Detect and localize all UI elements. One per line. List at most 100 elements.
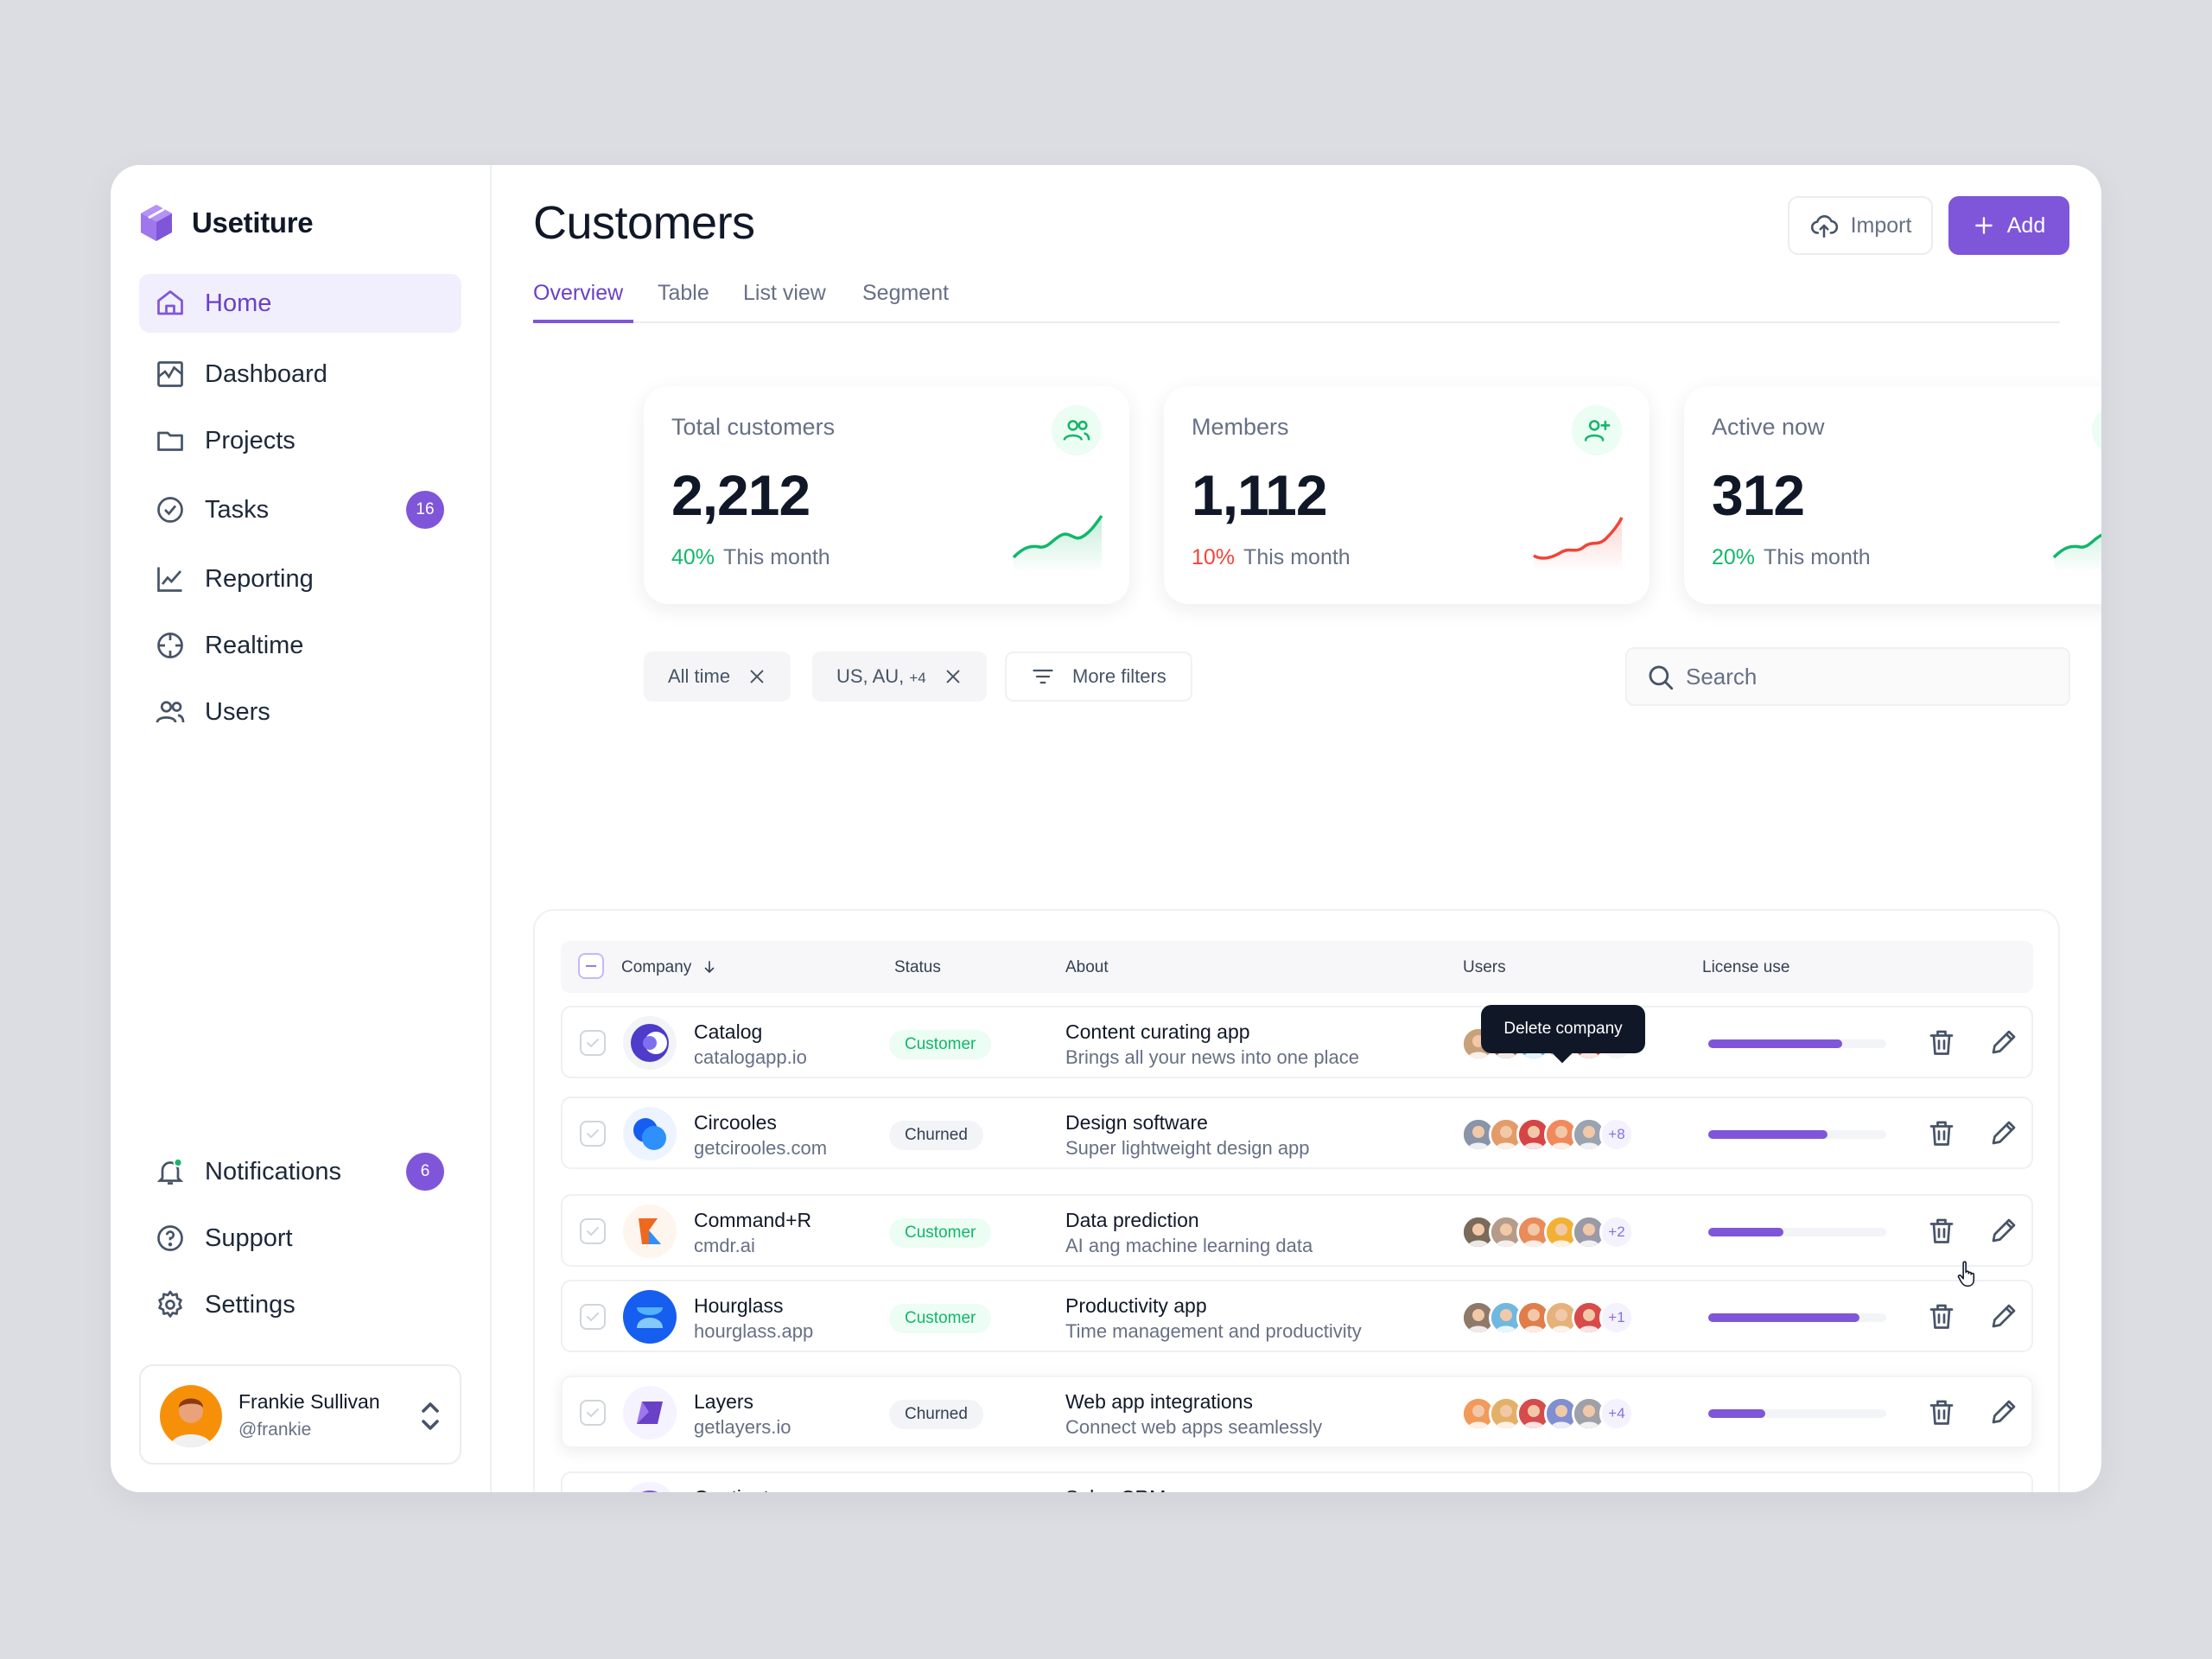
row-checkbox[interactable] [580, 1218, 606, 1244]
nav-item-dashboard[interactable]: Dashboard [139, 345, 461, 404]
company-logo [623, 1205, 677, 1258]
about-title: Web app integrations [1065, 1390, 1253, 1413]
stat-card-total-customers: Total customers 2,212 40% This month [644, 386, 1129, 604]
about-subtitle: AI ang machine learning data [1065, 1235, 1313, 1256]
nav-item-reporting[interactable]: Reporting [139, 550, 461, 608]
company-logo [623, 1016, 677, 1070]
crosshair-icon [157, 632, 183, 658]
user-avatar-group[interactable]: +8 [1461, 1117, 1634, 1152]
license-use-bar [1708, 1228, 1886, 1236]
more-filters-label: More filters [1072, 665, 1166, 687]
brand[interactable]: Usetiture [138, 203, 314, 243]
pencil-icon[interactable] [1988, 1396, 2019, 1427]
table-row[interactable]: Layers getlayers.io Churned Web app inte… [561, 1376, 2033, 1448]
table-row[interactable]: Command+R cmdr.ai Customer Data predicti… [561, 1194, 2033, 1267]
table-row[interactable]: Catalog catalogapp.io Customer Content c… [561, 1006, 2033, 1078]
row-checkbox[interactable] [580, 1030, 606, 1056]
user-avatar [1544, 1300, 1579, 1335]
nav-item-projects[interactable]: Projects [139, 411, 461, 470]
chip-label-more: +4 [909, 670, 926, 686]
table-row[interactable]: Hourglass hourglass.app Customer Product… [561, 1280, 2033, 1352]
gear-icon [158, 1290, 182, 1318]
row-checkbox[interactable] [580, 1121, 606, 1147]
stat-change-percent: 40% [671, 545, 715, 569]
pencil-icon[interactable] [1988, 1117, 2019, 1148]
column-header-company[interactable]: Company [621, 958, 717, 977]
trash-icon[interactable] [1926, 1215, 1957, 1246]
row-checkbox[interactable] [580, 1400, 606, 1426]
select-all-checkbox[interactable] [578, 953, 604, 979]
tab-table[interactable]: Table [658, 281, 709, 305]
nav-label: Support [205, 1224, 293, 1252]
license-use-bar [1708, 1409, 1886, 1418]
nav-label: Dashboard [205, 359, 327, 388]
about-title: Content curating app [1065, 1020, 1250, 1043]
pencil-icon[interactable] [1988, 1215, 2019, 1246]
filter-chip-time[interactable]: All time [644, 652, 791, 702]
user-avatar-group[interactable]: +2 [1461, 1215, 1634, 1249]
pencil-icon[interactable] [1988, 1300, 2019, 1332]
trend-up-sparkline [2052, 533, 2101, 573]
nav-item-settings[interactable]: Settings [139, 1275, 461, 1334]
stat-change-percent: 20% [1712, 545, 1756, 569]
trash-icon[interactable] [1926, 1117, 1957, 1148]
trash-icon[interactable] [1926, 1027, 1957, 1058]
tab-segment[interactable]: Segment [862, 281, 950, 305]
monitor-icon [2092, 405, 2101, 455]
user-avatar [1516, 1117, 1551, 1152]
tab-list-view[interactable]: List view [743, 281, 826, 305]
chart-icon [157, 567, 182, 592]
company-name: Layers [694, 1390, 754, 1413]
company-name: Command+R [694, 1209, 812, 1231]
nav-item-support[interactable]: Support [139, 1209, 461, 1268]
user-avatar-group[interactable]: +4 [1461, 1396, 1634, 1431]
about-subtitle: Super lightweight design app [1065, 1137, 1310, 1159]
tasks-count-badge: 16 [406, 491, 444, 529]
user-avatar [1572, 1396, 1606, 1431]
column-header-users[interactable]: Users [1463, 958, 1506, 976]
table-row[interactable]: Quotient quotient.co Customer Sales CRM … [561, 1471, 2033, 1492]
nav-item-users[interactable]: Users [139, 683, 461, 741]
filter-chip-region[interactable]: US, AU, +4 [812, 652, 987, 702]
pencil-icon[interactable] [1988, 1027, 2019, 1058]
nav-label: Projects [205, 426, 296, 454]
column-header-label: Company [621, 958, 692, 976]
trash-icon[interactable] [1926, 1396, 1957, 1427]
dashboard-icon [157, 361, 183, 387]
nav-item-notifications[interactable]: Notifications 6 [139, 1142, 461, 1201]
add-button[interactable]: Add [1948, 196, 2069, 255]
user-account-switcher[interactable]: Frankie Sullivan @frankie [139, 1364, 461, 1465]
search-input[interactable] [1686, 649, 2049, 704]
close-icon[interactable] [747, 667, 766, 686]
user-avatar-group[interactable]: +1 [1461, 1300, 1634, 1335]
company-logo [623, 1482, 677, 1492]
stat-value: 1,112 [1192, 463, 1328, 527]
column-header-about[interactable]: About [1065, 958, 1109, 976]
nav-label: Notifications [205, 1157, 341, 1185]
row-checkbox[interactable] [580, 1304, 606, 1330]
nav-item-home[interactable]: Home [139, 274, 461, 333]
license-use-fill [1708, 1039, 1842, 1048]
stat-change: 20% This month [1712, 545, 1871, 570]
table-row[interactable]: Circooles getcirooles.com Churned Design… [561, 1096, 2033, 1169]
chip-label-text: US, AU, [836, 665, 905, 687]
user-avatar [1544, 1396, 1579, 1431]
stat-change-percent: 10% [1192, 545, 1236, 569]
trash-icon[interactable] [1926, 1300, 1957, 1332]
more-users-count: +4 [1599, 1396, 1634, 1431]
cloud-upload-icon [1810, 215, 1838, 238]
license-use-bar [1708, 1130, 1886, 1139]
sidebar: Usetiture Home Dashboard Projects Tasks … [111, 165, 492, 1492]
close-icon[interactable] [944, 667, 963, 686]
import-button[interactable]: Import [1788, 196, 1933, 255]
company-domain: getcirooles.com [694, 1137, 828, 1159]
column-header-license[interactable]: License use [1702, 958, 1790, 976]
nav-label: Tasks [205, 495, 270, 524]
column-header-status[interactable]: Status [894, 958, 941, 976]
user-avatar [1544, 1215, 1579, 1249]
company-domain: catalogapp.io [694, 1046, 807, 1068]
tab-overview[interactable]: Overview [533, 281, 633, 323]
nav-item-realtime[interactable]: Realtime [139, 616, 461, 675]
more-filters-button[interactable]: More filters [1005, 652, 1192, 702]
nav-item-tasks[interactable]: Tasks 16 [139, 480, 461, 539]
